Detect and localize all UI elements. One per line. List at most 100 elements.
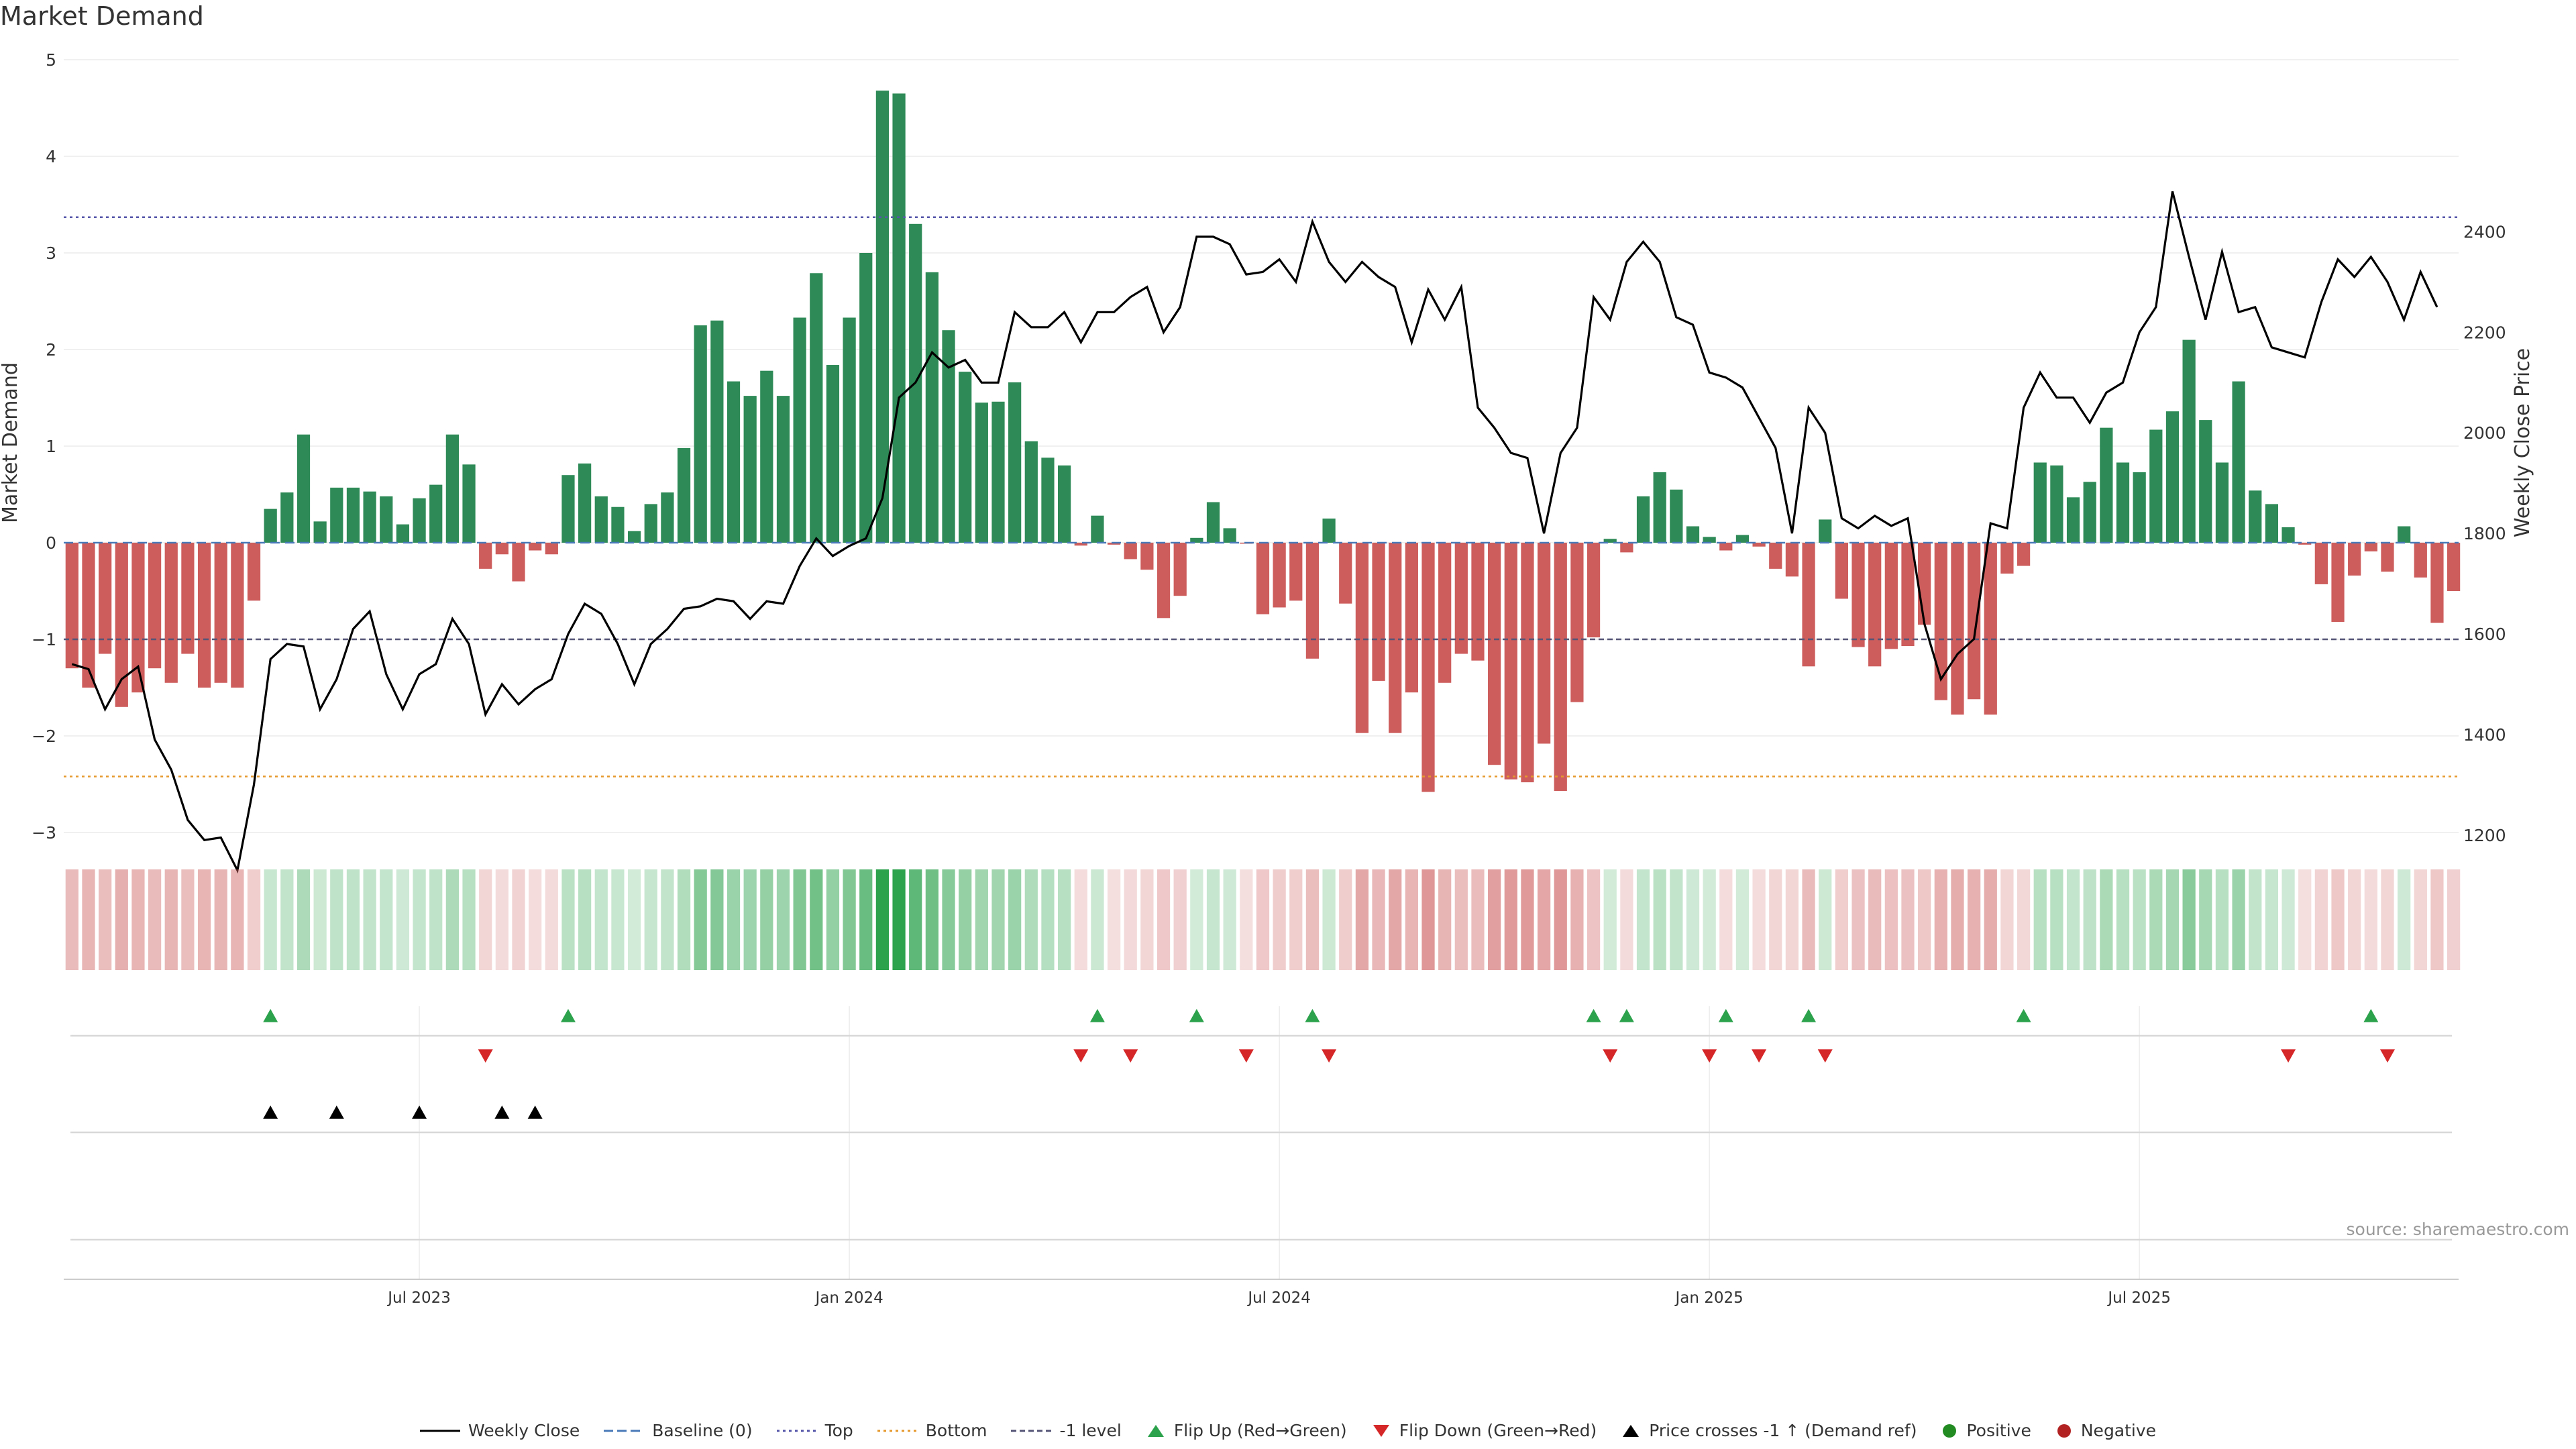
demand-bar — [2100, 427, 2113, 543]
legend-weekly-close: Weekly Close — [419, 1421, 580, 1440]
demand-bar — [2182, 339, 2196, 543]
flip-up-marker — [2363, 1009, 2379, 1022]
demand-bar — [1785, 543, 1799, 577]
demand-bar — [1488, 543, 1501, 765]
demand-bar — [495, 543, 508, 555]
demand-bar — [594, 496, 608, 543]
flip-down-marker — [2379, 1049, 2395, 1063]
heat-cell — [1603, 869, 1617, 970]
demand-bar — [1322, 519, 1336, 543]
heat-cell — [413, 869, 426, 970]
heat-cell — [2282, 869, 2295, 970]
heat-cell — [82, 869, 95, 970]
heat-cell — [991, 869, 1005, 970]
legend-top: Top — [776, 1421, 853, 1440]
demand-bar — [1521, 543, 1534, 783]
heat-cell — [594, 869, 608, 970]
heat-cell — [131, 869, 145, 970]
demand-bar — [479, 543, 492, 569]
y-tick-label: −2 — [32, 727, 56, 746]
heat-cell — [1322, 869, 1336, 970]
heat-cell — [99, 869, 112, 970]
heat-cell — [2149, 869, 2163, 970]
flip-down-marker — [1238, 1049, 1254, 1063]
heat-cell — [1570, 869, 1584, 970]
heat-cell — [197, 869, 211, 970]
flip-up-marker — [1619, 1009, 1634, 1022]
heat-cell — [1802, 869, 1815, 970]
legend-label: Weekly Close — [468, 1421, 580, 1440]
demand-bar — [2215, 462, 2229, 543]
heat-cell — [2447, 869, 2461, 970]
flip-up-marker — [1089, 1009, 1105, 1022]
heat-cell — [1008, 869, 1022, 970]
demand-bar — [1703, 537, 1716, 543]
heat-cell — [247, 869, 261, 970]
source-credit: source: sharemaestro.com — [2346, 1220, 2570, 1239]
heat-cell — [2116, 869, 2130, 970]
heat-cell — [677, 869, 691, 970]
heat-cell — [2050, 869, 2063, 970]
heat-cell — [330, 869, 343, 970]
flip-down-marker — [1073, 1049, 1089, 1063]
heat-cell — [743, 869, 757, 970]
heat-cell — [1389, 869, 1402, 970]
heat-cell — [2215, 869, 2229, 970]
demand-bar — [1389, 543, 1402, 733]
demand-bar — [1074, 543, 1087, 546]
x-tick-label: Jul 2025 — [2106, 1289, 2171, 1307]
demand-bar — [1454, 543, 1468, 654]
heat-cell — [1686, 869, 1700, 970]
heat-cell — [942, 869, 955, 970]
heat-cell — [148, 869, 162, 970]
demand-bar — [545, 543, 558, 555]
heat-cell — [1521, 869, 1534, 970]
heat-cell — [925, 869, 938, 970]
flip-up-marker — [560, 1009, 576, 1022]
demand-bar — [561, 475, 575, 543]
y2-tick-label: 1200 — [2463, 826, 2506, 845]
demand-bar — [462, 464, 476, 543]
triangle-up-icon — [1623, 1424, 1640, 1437]
y2-tick-label: 2000 — [2463, 423, 2506, 443]
demand-bar — [975, 402, 988, 543]
x-tick-label: Jul 2024 — [1246, 1289, 1311, 1307]
demand-bar — [991, 401, 1005, 543]
demand-bar — [2430, 543, 2444, 623]
demand-bar — [2149, 429, 2163, 543]
heat-cell — [2430, 869, 2444, 970]
demand-bar — [694, 325, 707, 543]
demand-bar — [2364, 543, 2377, 551]
legend-label: Top — [824, 1421, 853, 1440]
heat-cell — [793, 869, 806, 970]
demand-bar — [875, 91, 890, 543]
demand-bar — [1256, 543, 1270, 614]
legend-label: Flip Up (Red→Green) — [1173, 1421, 1347, 1440]
heat-cell — [710, 869, 724, 970]
demand-bar — [1603, 539, 1617, 543]
heat-cell — [694, 869, 707, 970]
heat-cell — [1140, 869, 1154, 970]
heat-cell — [975, 869, 988, 970]
heat-cell — [1587, 869, 1601, 970]
demand-bar — [2199, 420, 2212, 543]
dashed-line-icon — [1011, 1430, 1052, 1432]
heat-cell — [1504, 869, 1517, 970]
y-tick-label: 5 — [46, 50, 56, 70]
heat-cell — [2314, 869, 2328, 970]
demand-bar — [611, 506, 625, 543]
heat-cell — [1273, 869, 1286, 970]
demand-bars — [65, 91, 2461, 792]
heat-cell — [1670, 869, 1683, 970]
demand-bar — [82, 543, 95, 688]
heat-cell — [1785, 869, 1799, 970]
legend-baseline: Baseline (0) — [604, 1421, 753, 1440]
heat-cell — [627, 869, 641, 970]
demand-bar — [1968, 543, 1981, 700]
y-tick-label: 2 — [46, 340, 56, 360]
line-icon — [419, 1430, 460, 1432]
demand-bar — [1620, 543, 1633, 553]
demand-bar — [164, 543, 178, 683]
dotted-line-icon — [877, 1430, 918, 1432]
heat-cell — [2133, 869, 2146, 970]
